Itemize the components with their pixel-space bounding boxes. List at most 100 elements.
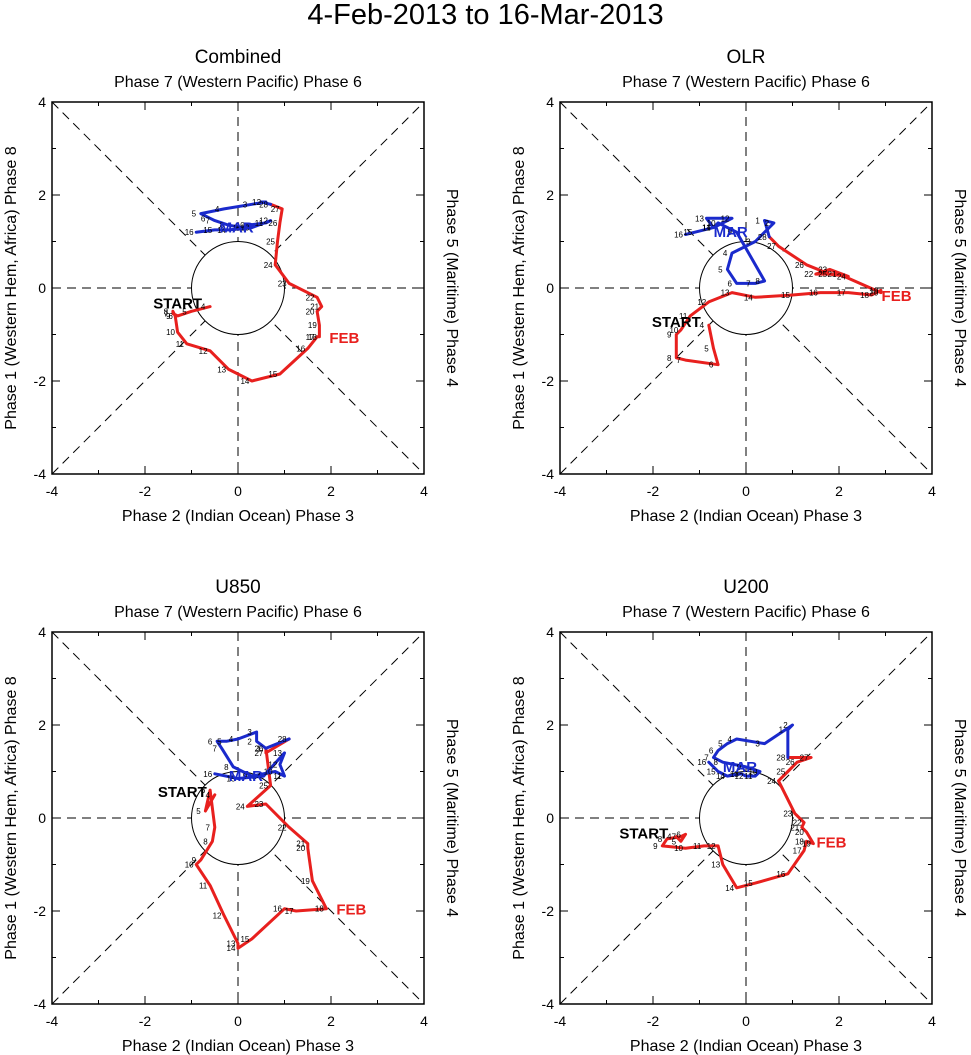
y-tick-label: -4 <box>542 996 555 1012</box>
y-tick-label: 2 <box>546 717 554 733</box>
day-label: 1 <box>755 217 760 226</box>
x-tick-label: -2 <box>647 483 660 499</box>
day-label: 11 <box>679 312 688 321</box>
day-label: 3 <box>243 200 248 209</box>
trajectory-feb <box>171 202 324 383</box>
day-label: 15 <box>781 291 790 300</box>
day-label: 13 <box>695 214 704 223</box>
mar-label: MAR <box>229 768 263 785</box>
day-label: 16 <box>203 770 212 779</box>
day-label: 11 <box>176 340 185 349</box>
day-label: 3 <box>755 740 760 749</box>
x-tick-label: -4 <box>46 1013 59 1029</box>
feb-label: FEB <box>816 834 846 851</box>
y-tick-label: 2 <box>38 717 46 733</box>
day-label: 6 <box>201 786 206 795</box>
day-label: 6 <box>727 279 732 288</box>
y-tick-label: 2 <box>38 187 46 203</box>
day-label: 9 <box>166 312 171 321</box>
day-label: 15 <box>240 935 249 944</box>
day-label: 2 <box>247 737 252 746</box>
day-label: 16 <box>776 870 785 879</box>
x-tick-label: 0 <box>234 1013 242 1029</box>
day-label: 19 <box>308 321 317 330</box>
panel-title: Combined <box>195 47 282 68</box>
day-label: 7 <box>212 744 217 753</box>
day-label: 9 <box>727 228 732 237</box>
day-label: 5 <box>192 210 197 219</box>
y-tick-label: 0 <box>38 280 46 296</box>
day-label: 22 <box>804 270 813 279</box>
day-label: 9 <box>233 224 238 233</box>
x-tick-label: 2 <box>327 483 335 499</box>
day-label: 14 <box>252 772 261 781</box>
day-label: 26 <box>795 261 804 270</box>
day-label: 7 <box>164 310 169 319</box>
day-label: 16 <box>185 228 194 237</box>
day-label: 21 <box>790 823 799 832</box>
day-label: 21 <box>310 303 319 312</box>
y-tick-label: -4 <box>542 466 555 482</box>
y-tick-label: 2 <box>546 187 554 203</box>
y-tick-label: -2 <box>34 373 47 389</box>
y-tick-label: -4 <box>34 466 47 482</box>
x-tick-label: 0 <box>234 483 242 499</box>
day-label: 16 <box>697 758 706 767</box>
day-label: 26 <box>786 758 795 767</box>
day-label: 19 <box>301 877 310 886</box>
day-label: 28 <box>776 754 785 763</box>
x-tick-label: -4 <box>554 483 567 499</box>
day-label: 28 <box>758 233 767 242</box>
day-label: 1 <box>779 726 784 735</box>
day-label: 10 <box>674 844 683 853</box>
left-phase-label: Phase 1 (Western Hem, Africa) Phase 8 <box>511 676 528 959</box>
day-label: 8 <box>714 758 719 767</box>
unit-circle <box>699 771 793 865</box>
x-tick-label: 2 <box>327 1013 335 1029</box>
day-label: 24 <box>837 272 846 281</box>
day-label: 22 <box>306 293 315 302</box>
day-label: 2 <box>257 198 262 207</box>
day-label: 6 <box>676 830 681 839</box>
day-label: 20 <box>869 289 878 298</box>
start-label: START <box>153 296 202 313</box>
day-label: 8 <box>755 277 760 286</box>
day-label: 7 <box>676 356 681 365</box>
day-label: 4 <box>727 735 732 744</box>
day-label: 19 <box>869 286 878 295</box>
day-label: 13 <box>273 749 282 758</box>
day-label: 1 <box>257 744 262 753</box>
bottom-phase-label: Phase 2 (Indian Ocean) Phase 3 <box>630 508 862 525</box>
x-tick-label: -2 <box>647 1013 660 1029</box>
start-label: START <box>652 314 701 331</box>
y-tick-label: -2 <box>34 903 47 919</box>
day-label: 14 <box>217 226 226 235</box>
left-phase-label: Phase 1 (Western Hem, Africa) Phase 8 <box>3 146 20 429</box>
trajectory-feb <box>660 756 815 890</box>
day-label: 10 <box>707 219 716 228</box>
trajectory-mar <box>213 730 286 780</box>
right-phase-label: Phase 5 (Maritime) Phase 4 <box>951 189 968 387</box>
day-label: 13 <box>730 770 739 779</box>
bottom-phase-label: Phase 2 (Indian Ocean) Phase 3 <box>122 1038 354 1055</box>
day-label: 14 <box>240 377 249 386</box>
day-label: 25 <box>776 768 785 777</box>
day-label: 4 <box>215 205 220 214</box>
top-phase-label: Phase 7 (Western Pacific) Phase 6 <box>622 74 870 91</box>
day-label: 15 <box>683 228 692 237</box>
right-phase-label: Phase 5 (Maritime) Phase 4 <box>443 189 460 387</box>
day-label: 13 <box>721 289 730 298</box>
x-tick-label: -4 <box>46 483 59 499</box>
day-label: 13 <box>217 365 226 374</box>
day-label: 12 <box>268 761 277 770</box>
y-tick-label: 4 <box>546 624 554 640</box>
y-tick-label: 4 <box>38 624 46 640</box>
x-tick-label: -2 <box>139 1013 152 1029</box>
day-label: 8 <box>658 835 663 844</box>
day-label: 11 <box>255 219 264 228</box>
x-tick-label: 2 <box>835 483 843 499</box>
start-label: START <box>158 784 207 801</box>
day-label: 10 <box>669 326 678 335</box>
day-label: 14 <box>702 224 711 233</box>
